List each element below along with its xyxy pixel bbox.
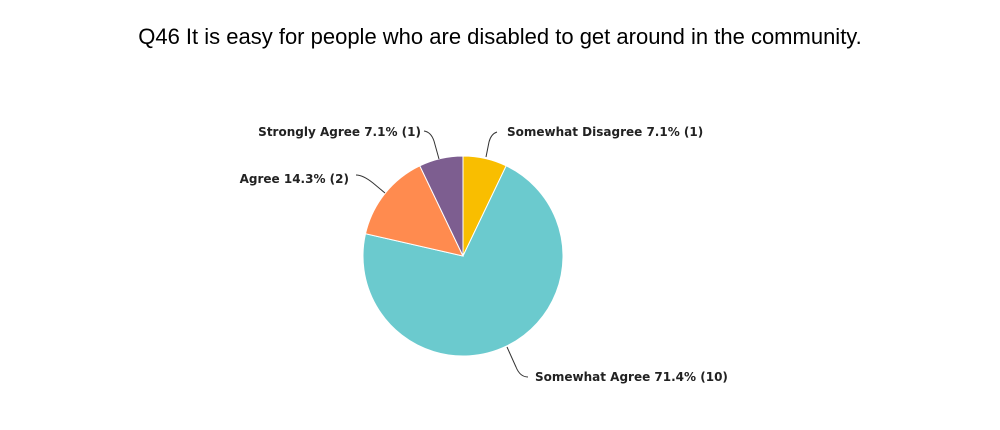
- pie-slice-agree: [364, 165, 464, 257]
- leader-line-somewhat-agree: [506, 346, 529, 378]
- leader-line-agree: [355, 174, 386, 194]
- chart-title: Q46 It is easy for people who are disabl…: [138, 24, 862, 49]
- leader-line-somewhat-disagree: [485, 131, 498, 158]
- pie-leader-lines: [355, 130, 529, 378]
- data-label-somewhat-disagree: Somewhat Disagree 7.1% (1): [507, 125, 703, 139]
- pie-slices: [362, 155, 564, 357]
- pie-labels: Somewhat Disagree 7.1% (1) Somewhat Agree…: [240, 125, 728, 384]
- pie-slice-strongly-agree: [419, 155, 464, 257]
- data-label-agree: Agree 14.3% (2): [240, 172, 349, 186]
- pie-slice-somewhat-agree: [362, 165, 564, 357]
- data-label-somewhat-agree: Somewhat Agree 71.4% (10): [535, 370, 728, 384]
- data-label-strongly-agree: Strongly Agree 7.1% (1): [258, 125, 421, 139]
- leader-line-strongly-agree: [423, 130, 440, 160]
